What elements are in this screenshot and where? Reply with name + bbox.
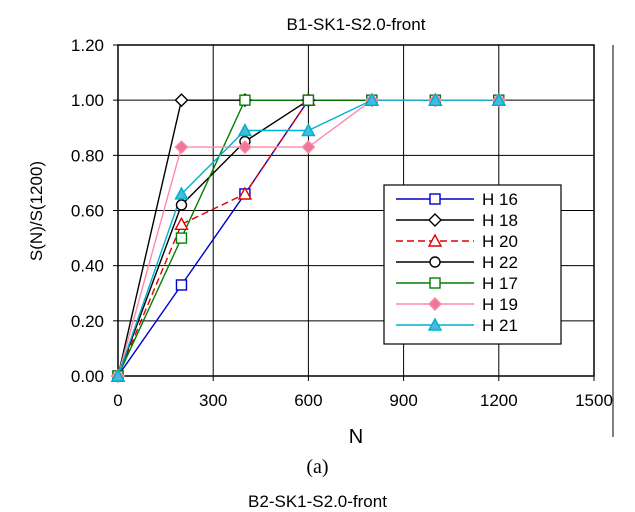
y-tick-label: 0.80 <box>71 146 104 165</box>
data-point-h21 <box>237 123 253 137</box>
data-point-h18 <box>174 93 189 108</box>
legend-label: H 16 <box>482 190 518 209</box>
data-point-h17 <box>239 94 251 106</box>
legend-label: H 20 <box>482 232 518 251</box>
data-point-h21 <box>110 368 126 382</box>
y-tick-label: 0.20 <box>71 312 104 331</box>
data-point-h20 <box>174 216 189 230</box>
data-point-h17 <box>302 94 315 106</box>
x-tick-label: 1200 <box>480 391 518 410</box>
chart-title: B1-SK1-S2.0-front <box>287 15 426 34</box>
legend-marker <box>427 233 443 247</box>
axis-ticks: 0 300 600 900 1200 1500 0.00 0.20 0.40 0.60 0.80 1.… <box>71 36 613 410</box>
next-chart-title: B2-SK1-S2.0-front <box>248 492 387 511</box>
x-tick-label: 0 <box>113 391 122 410</box>
y-tick-label: 0.00 <box>71 367 104 386</box>
y-tick-label: 1.00 <box>71 91 104 110</box>
data-point-h21 <box>364 92 380 106</box>
data-point-h21 <box>491 92 506 106</box>
legend-label: H 19 <box>482 295 518 314</box>
legend-label: H 17 <box>482 274 518 293</box>
y-tick-label: 1.20 <box>71 36 104 55</box>
legend-marker <box>428 297 442 311</box>
legend-label: H 21 <box>482 316 518 335</box>
figure-caption: (a) <box>306 456 329 478</box>
x-tick-label: 900 <box>389 391 417 410</box>
data-point-h16 <box>175 279 188 291</box>
y-axis-label: S(N)/S(1200) <box>27 161 46 261</box>
series-layer <box>110 92 506 383</box>
legend: H 16 H 18 H 20 H 22 H 17 H 19 H 21 <box>383 184 562 345</box>
data-point-h20 <box>237 186 253 200</box>
y-tick-label: 0.60 <box>71 202 104 221</box>
data-point-h19 <box>174 140 189 155</box>
data-point-h17 <box>175 232 188 244</box>
legend-marker <box>429 277 441 289</box>
data-point-h19 <box>237 140 252 155</box>
x-tick-label: 600 <box>294 391 322 410</box>
data-point-h21 <box>174 186 189 200</box>
data-point-h19 <box>301 140 316 155</box>
x-axis-label: N <box>349 426 363 448</box>
legend-marker <box>429 256 441 268</box>
y-tick-label: 0.40 <box>71 257 104 276</box>
data-point-h22 <box>175 199 188 211</box>
legend-box <box>383 184 562 345</box>
legend-marker <box>427 317 443 331</box>
legend-label: H 18 <box>482 211 518 230</box>
legend-marker <box>428 213 442 227</box>
legend-marker <box>429 193 441 205</box>
x-tick-label: 300 <box>199 391 227 410</box>
data-point-h21 <box>301 123 316 137</box>
legend-label: H 22 <box>482 253 518 272</box>
x-tick-label: 1500 <box>575 391 613 410</box>
data-point-h21 <box>428 92 443 106</box>
